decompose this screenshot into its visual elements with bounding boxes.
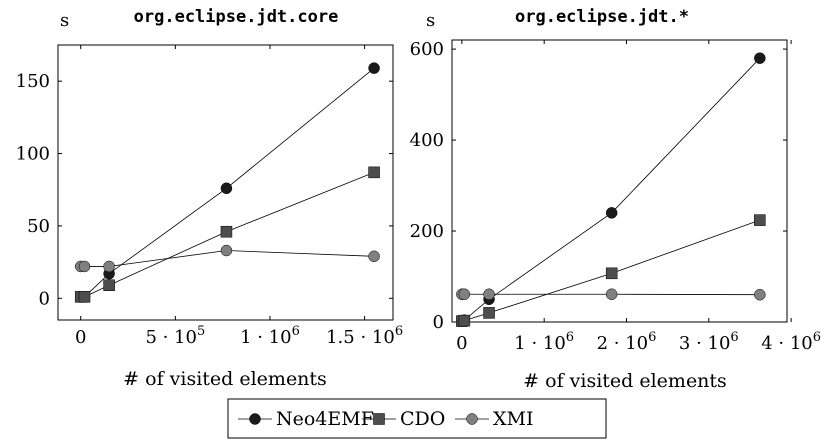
data-point-cdo bbox=[483, 307, 495, 319]
data-point-cdo bbox=[754, 214, 766, 226]
x-tick-label: 3 · 106 bbox=[679, 330, 739, 354]
data-point-xmi bbox=[368, 250, 380, 263]
data-point-neo4emf bbox=[220, 182, 233, 195]
x-tick-label: 2 · 106 bbox=[597, 330, 657, 354]
x-tick-label: 0 bbox=[75, 327, 86, 348]
data-point-xmi bbox=[605, 288, 618, 301]
data-point-xmi bbox=[458, 288, 471, 301]
y-tick-label: 150 bbox=[16, 71, 50, 92]
x-tick-exponent: 6 bbox=[813, 330, 821, 345]
legend-item-neo4emf: Neo4EMF bbox=[238, 408, 374, 430]
data-point-neo4emf bbox=[605, 207, 618, 219]
y-unit-label: s bbox=[426, 10, 435, 31]
y-unit-label: s bbox=[60, 10, 69, 31]
x-tick-exponent: 6 bbox=[566, 330, 574, 345]
y-tick-label: 100 bbox=[16, 144, 50, 165]
legend-label: Neo4EMF bbox=[276, 408, 374, 430]
data-point-cdo bbox=[220, 225, 233, 238]
x-tick-exponent: 6 bbox=[395, 324, 403, 339]
legend-marker bbox=[373, 413, 385, 425]
y-tick-label: 0 bbox=[433, 312, 444, 333]
x-tick-label: 1.5 · 106 bbox=[326, 324, 403, 348]
x-tick-label: 1 · 106 bbox=[240, 324, 300, 348]
legend-marker bbox=[466, 413, 478, 425]
data-point-neo4emf bbox=[754, 52, 766, 64]
plot-frame bbox=[57, 44, 394, 321]
legend-item-cdo: CDO bbox=[362, 408, 445, 430]
data-point-cdo bbox=[103, 279, 115, 292]
y-tick-label: 400 bbox=[410, 130, 444, 151]
legend-item-xmi: XMI bbox=[455, 408, 534, 430]
x-tick-exponent: 6 bbox=[648, 330, 656, 345]
y-tick-label: 0 bbox=[39, 288, 50, 309]
data-point-xmi bbox=[220, 244, 233, 257]
data-point-neo4emf bbox=[368, 62, 380, 74]
series-line-neo4emf bbox=[80, 67, 375, 298]
series-layer bbox=[456, 52, 766, 327]
x-axis-title: # of visited elements bbox=[523, 370, 727, 392]
chart-jdt-core: org.eclipse.jdt.core s 0 5 · 105 1 · 106 1.… bbox=[16, 7, 403, 390]
y-tick-label: 200 bbox=[410, 221, 444, 242]
plot-frame bbox=[451, 39, 788, 323]
legend-label: XMI bbox=[493, 408, 534, 430]
data-point-xmi bbox=[483, 288, 495, 301]
data-point-cdo bbox=[605, 267, 618, 280]
legend-marker bbox=[249, 413, 261, 425]
series-line-neo4emf bbox=[461, 57, 761, 322]
x-tick-label: 1 · 106 bbox=[514, 330, 574, 354]
x-tick-exponent: 5 bbox=[197, 324, 205, 339]
data-point-cdo bbox=[368, 166, 380, 179]
chart-title: org.eclipse.jdt.* bbox=[515, 7, 689, 27]
legend-label: CDO bbox=[400, 408, 445, 430]
x-tick-exponent: 6 bbox=[730, 330, 738, 345]
y-tick-label: 50 bbox=[27, 216, 50, 237]
data-point-xmi bbox=[103, 260, 115, 273]
chart-jdt-all: org.eclipse.jdt.* s 0 1 · 106 2 · 106 3 · 1… bbox=[410, 7, 821, 392]
x-tick-label: 4 · 106 bbox=[761, 330, 821, 354]
legend: Neo4EMF CDO XMI bbox=[227, 398, 607, 439]
axis-ticks: 0 5 · 105 1 · 106 1.5 · 106 0 50 100 150 bbox=[16, 45, 403, 348]
chart-title: org.eclipse.jdt.core bbox=[134, 7, 339, 27]
series-layer bbox=[74, 62, 380, 303]
data-point-cdo bbox=[458, 314, 471, 327]
data-point-cdo bbox=[78, 291, 91, 303]
x-tick-label: 5 · 105 bbox=[145, 324, 205, 348]
x-tick-exponent: 6 bbox=[292, 324, 300, 339]
x-axis-title: # of visited elements bbox=[123, 368, 327, 390]
legend-frame bbox=[227, 398, 607, 439]
axis-ticks: 0 1 · 106 2 · 106 3 · 106 4 · 106 0 200 400 600 bbox=[410, 39, 821, 354]
y-tick-label: 600 bbox=[410, 39, 444, 60]
data-point-xmi bbox=[754, 288, 766, 301]
x-tick-label: 0 bbox=[456, 333, 467, 354]
data-point-xmi bbox=[78, 260, 91, 273]
